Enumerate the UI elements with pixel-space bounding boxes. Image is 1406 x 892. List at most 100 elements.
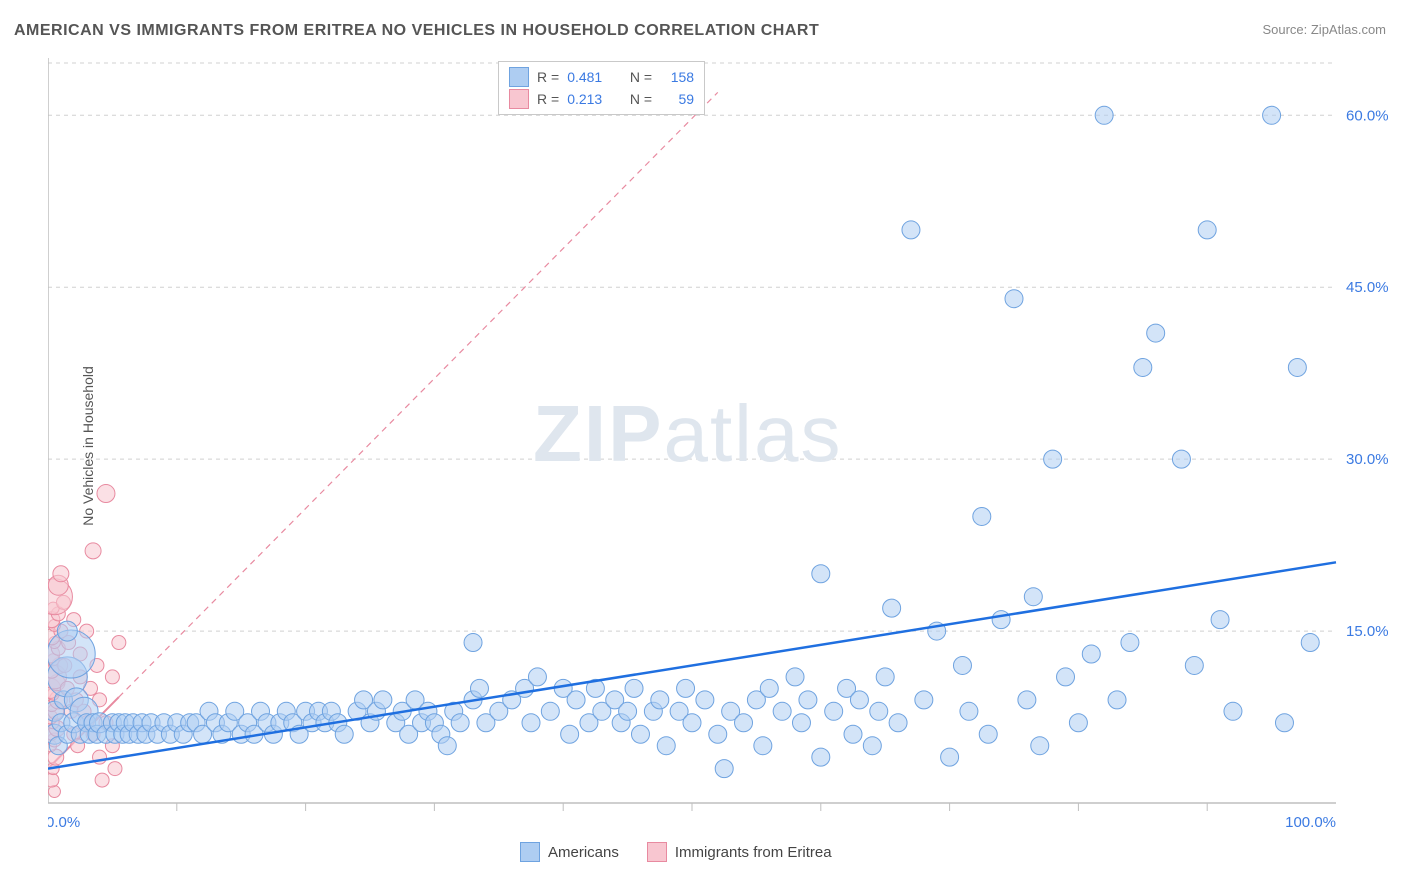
chart-source: Source: ZipAtlas.com [1262, 22, 1386, 37]
point-series-a [773, 702, 791, 720]
point-series-a [889, 714, 907, 732]
point-series-a [696, 691, 714, 709]
point-series-a [863, 737, 881, 755]
point-series-b [85, 543, 101, 559]
point-series-a [470, 679, 488, 697]
point-series-b [95, 773, 109, 787]
point-series-b [108, 762, 122, 776]
point-series-a [760, 679, 778, 697]
series-legend-label: Americans [548, 844, 619, 861]
point-series-a [1044, 450, 1062, 468]
point-series-a [870, 702, 888, 720]
point-series-a [1121, 634, 1139, 652]
point-series-a [812, 565, 830, 583]
point-series-a [657, 737, 675, 755]
point-series-a [792, 714, 810, 732]
x-tick-label: 0.0% [48, 814, 80, 828]
point-series-a [1301, 634, 1319, 652]
series-legend-item: Americans [520, 842, 619, 862]
point-series-a [754, 737, 772, 755]
point-series-b [53, 566, 69, 582]
legend-r-label: R = [537, 66, 559, 88]
point-series-a [1018, 691, 1036, 709]
point-series-a [1095, 106, 1113, 124]
point-series-a [850, 691, 868, 709]
point-series-a [786, 668, 804, 686]
point-series-a [1108, 691, 1126, 709]
legend-swatch [509, 89, 529, 109]
y-tick-label: 45.0% [1346, 279, 1388, 296]
point-series-a [625, 679, 643, 697]
legend-swatch [520, 842, 540, 862]
point-series-b [48, 773, 59, 787]
point-series-a [844, 725, 862, 743]
point-series-a [979, 725, 997, 743]
point-series-a [57, 621, 77, 641]
point-series-a [335, 725, 353, 743]
point-series-b [105, 670, 119, 684]
point-series-a [464, 634, 482, 652]
point-series-a [992, 611, 1010, 629]
series-legend: Americans Immigrants from Eritrea [520, 842, 832, 862]
point-series-a [619, 702, 637, 720]
point-series-a [1069, 714, 1087, 732]
point-series-a [883, 599, 901, 617]
point-series-a [735, 714, 753, 732]
point-series-a [876, 668, 894, 686]
point-series-a [567, 691, 585, 709]
point-series-a [522, 714, 540, 732]
legend-n-label: N = [630, 88, 652, 110]
legend-n-value: 158 [660, 66, 694, 88]
point-series-a [960, 702, 978, 720]
point-series-b [97, 485, 115, 503]
point-series-a [1024, 588, 1042, 606]
point-series-a [1005, 290, 1023, 308]
point-series-a [825, 702, 843, 720]
point-series-a [902, 221, 920, 239]
legend-n-label: N = [630, 66, 652, 88]
scatter-chart-svg: 15.0% 30.0% 45.0% 60.0% 0.0% 100.0% [48, 58, 1388, 828]
series-legend-label: Immigrants from Eritrea [675, 844, 832, 861]
point-series-a [541, 702, 559, 720]
point-series-a [1211, 611, 1229, 629]
point-series-a [561, 725, 579, 743]
point-series-a [651, 691, 669, 709]
point-series-b [112, 636, 126, 650]
point-series-a [1031, 737, 1049, 755]
point-series-a [438, 737, 456, 755]
y-tick-label: 30.0% [1346, 451, 1388, 468]
legend-row: R = 0.213 N = 59 [509, 88, 694, 110]
point-series-a [1224, 702, 1242, 720]
legend-r-value: 0.213 [567, 88, 602, 110]
point-series-a [1185, 656, 1203, 674]
point-series-a [799, 691, 817, 709]
x-tick-label: 100.0% [1285, 814, 1336, 828]
series-legend-item: Immigrants from Eritrea [647, 842, 832, 862]
point-series-a [683, 714, 701, 732]
point-series-a [1263, 106, 1281, 124]
point-series-a [1172, 450, 1190, 468]
legend-r-value: 0.481 [567, 66, 602, 88]
point-series-a [1057, 668, 1075, 686]
point-series-a [715, 760, 733, 778]
y-tick-label: 15.0% [1346, 623, 1388, 640]
point-series-a [1082, 645, 1100, 663]
legend-swatch [647, 842, 667, 862]
legend-swatch [509, 67, 529, 87]
chart-title: AMERICAN VS IMMIGRANTS FROM ERITREA NO V… [14, 22, 819, 40]
y-tick-label: 60.0% [1346, 107, 1388, 124]
point-series-a [1134, 358, 1152, 376]
point-series-a [973, 507, 991, 525]
legend-n-value: 59 [660, 88, 694, 110]
point-series-a [677, 679, 695, 697]
point-series-a [631, 725, 649, 743]
trend-line-a [48, 562, 1336, 768]
legend-r-label: R = [537, 88, 559, 110]
chart-plot-area: 15.0%30.0%45.0%60.0%0.0%100.0% ZIPatlas … [48, 58, 1388, 828]
point-series-a [528, 668, 546, 686]
point-series-a [915, 691, 933, 709]
correlation-legend: R = 0.481 N = 158 R = 0.213 N = 59 [498, 61, 705, 115]
point-series-a [451, 714, 469, 732]
point-series-a [812, 748, 830, 766]
legend-row: R = 0.481 N = 158 [509, 66, 694, 88]
